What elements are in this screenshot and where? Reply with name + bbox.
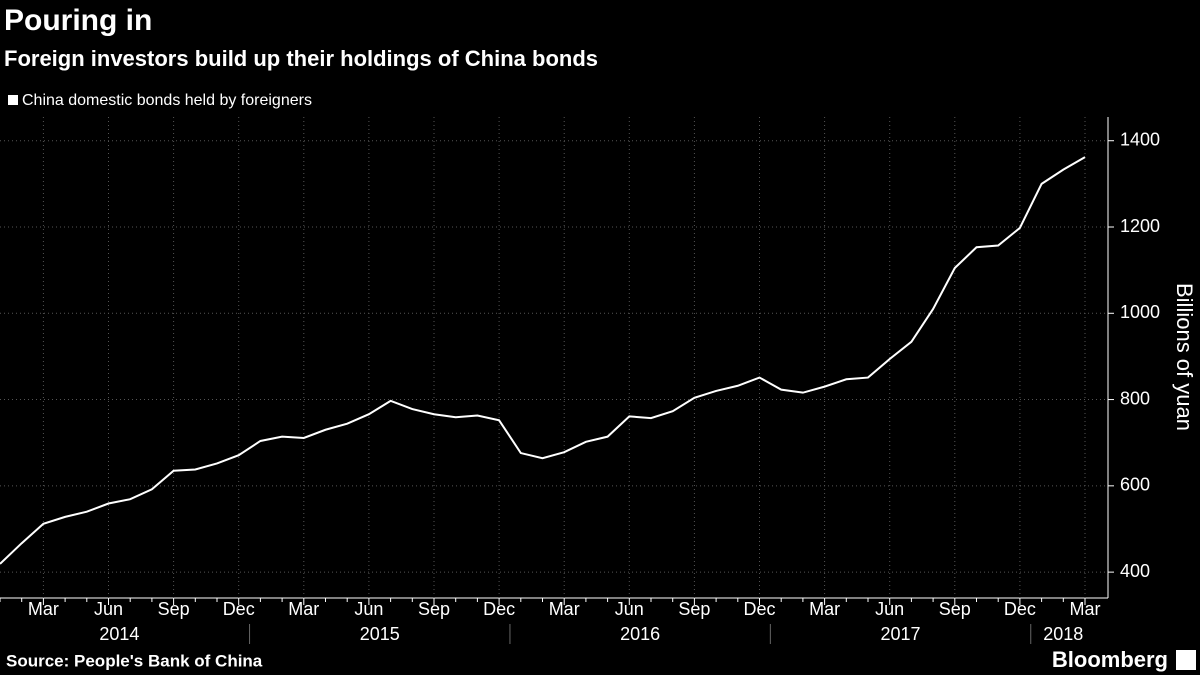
chart-subtitle: Foreign investors build up their holding…	[4, 46, 598, 71]
x-tick-label: Sep	[418, 599, 450, 619]
legend-label: China domestic bonds held by foreigners	[22, 92, 312, 109]
x-tick-label: Dec	[483, 599, 515, 619]
x-tick-label: Sep	[678, 599, 710, 619]
year-label: 2017	[881, 624, 921, 644]
credit: Bloomberg	[1052, 647, 1168, 672]
y-tick-label: 1400	[1120, 129, 1160, 149]
line-series	[0, 156, 1086, 565]
x-tick-label: Mar	[549, 599, 580, 619]
x-tick-label: Mar	[1070, 599, 1101, 619]
y-tick-label: 1200	[1120, 216, 1160, 236]
x-tick-label: Sep	[158, 599, 190, 619]
x-tick-label: Dec	[1004, 599, 1036, 619]
y-tick-label: 1000	[1120, 302, 1160, 322]
x-tick-label: Jun	[875, 599, 904, 619]
logo-mark	[1176, 650, 1196, 670]
x-tick-label: Mar	[809, 599, 840, 619]
x-tick-label: Jun	[354, 599, 383, 619]
source: Source: People's Bank of China	[6, 651, 263, 670]
year-label: 2018	[1043, 624, 1083, 644]
year-label: 2014	[99, 624, 139, 644]
x-tick-label: Jun	[615, 599, 644, 619]
x-tick-label: Dec	[743, 599, 775, 619]
legend-swatch	[8, 95, 18, 105]
x-tick-label: Dec	[223, 599, 255, 619]
chart-title: Pouring in	[4, 4, 152, 37]
x-tick-label: Mar	[288, 599, 319, 619]
x-tick-label: Mar	[28, 599, 59, 619]
x-tick-label: Sep	[939, 599, 971, 619]
year-label: 2016	[620, 624, 660, 644]
y-tick-label: 600	[1120, 475, 1150, 495]
y-axis-label: Billions of yuan	[1172, 283, 1197, 431]
y-tick-label: 400	[1120, 561, 1150, 581]
y-tick-label: 800	[1120, 388, 1150, 408]
year-label: 2015	[360, 624, 400, 644]
x-tick-label: Jun	[94, 599, 123, 619]
